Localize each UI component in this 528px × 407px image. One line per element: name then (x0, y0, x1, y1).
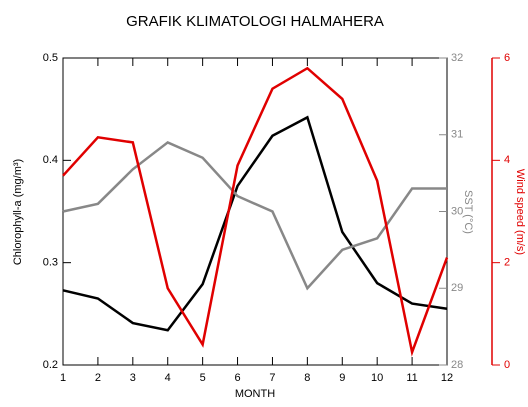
x-tick-label: 11 (406, 372, 417, 384)
y2-axis-title: SST (°C) (462, 190, 474, 234)
series-line (62, 115, 448, 332)
y-tick-label: 0.5 (43, 52, 58, 64)
chart-title: GRAFIK KLIMATOLOGI HALMAHERA (126, 13, 384, 30)
y-tick-label: 0.3 (43, 257, 58, 269)
y2-tick-label: 28 (451, 359, 463, 371)
x-tick-label: 5 (200, 372, 206, 384)
y3-tick-label: 4 (504, 154, 510, 166)
x-tick-label: 6 (234, 372, 240, 384)
x-tick-label: 3 (130, 372, 136, 384)
plot-frame (62, 57, 448, 366)
y-tick-label: 0.4 (43, 154, 58, 166)
x-tick-label: 7 (269, 372, 275, 384)
x-tick-label: 10 (371, 372, 383, 384)
y-axis-title: Chlorophyll-a (mg/m³) (12, 159, 24, 265)
x-tick-label: 1 (60, 372, 66, 384)
y2-tick-label: 31 (451, 129, 463, 141)
x-axis-title: MONTH (235, 388, 275, 400)
y3-tick-label: 6 (504, 52, 510, 64)
series-line (62, 140, 447, 291)
x-tick-label: 9 (339, 372, 345, 384)
y3-tick-label: 0 (504, 359, 510, 371)
x-tick-label: 2 (95, 372, 101, 384)
y3-axis-title: Wind speed (m/s) (514, 169, 526, 255)
x-tick-label: 8 (304, 372, 310, 384)
x-tick-label: 12 (441, 372, 453, 384)
y3-tick-label: 2 (504, 257, 510, 269)
y2-tick-label: 29 (451, 282, 463, 294)
series-line (62, 66, 449, 357)
y2-tick-label: 32 (451, 52, 463, 64)
x-tick-label: 4 (165, 372, 171, 384)
y2-tick-label: 30 (451, 205, 463, 217)
y-tick-label: 0.2 (43, 359, 58, 371)
